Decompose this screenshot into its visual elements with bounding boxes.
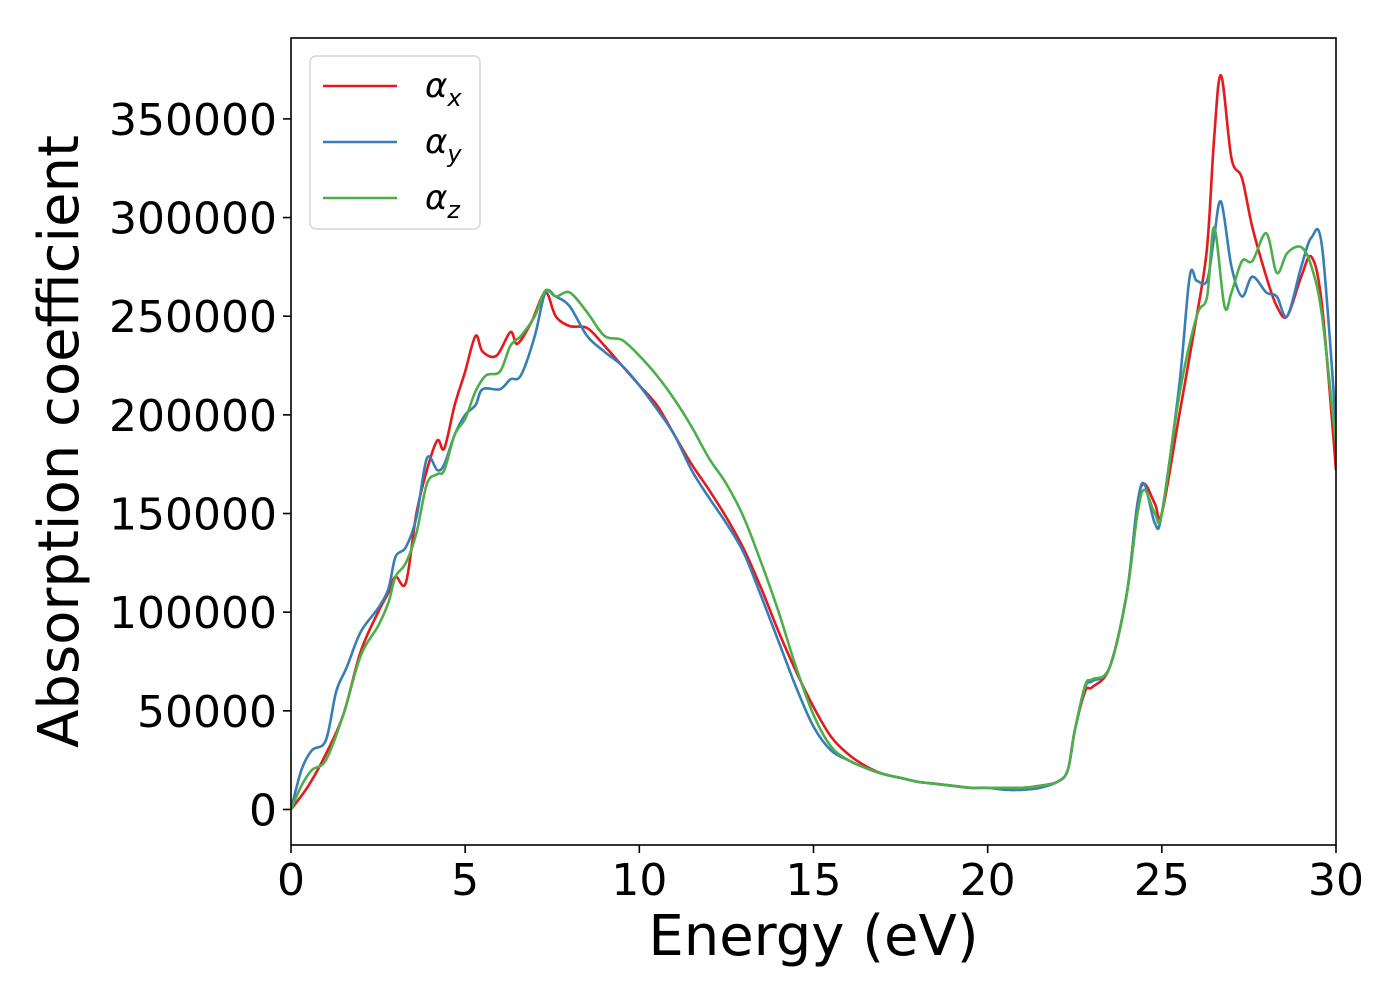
legend-label-y: αy: [425, 122, 462, 168]
y-tick-label: 250000: [109, 292, 277, 343]
x-tick-label: 10: [611, 855, 667, 906]
y-tick-label: 0: [249, 785, 277, 836]
y-tick-label: 100000: [109, 588, 277, 639]
x-axis-title: Energy (eV): [648, 904, 978, 969]
x-tick-label: 30: [1308, 855, 1364, 906]
y-tick-label: 350000: [109, 95, 277, 146]
series-layer: [291, 74, 1336, 811]
x-tick-label: 5: [451, 855, 479, 906]
legend: αx αy αz: [309, 55, 481, 230]
x-tick-label: 20: [960, 855, 1016, 906]
series-line-y: [291, 200, 1336, 810]
x-tick-label: 0: [277, 855, 305, 906]
series-line-x: [291, 74, 1336, 811]
y-axis-title: Absorption coefficient: [27, 135, 92, 748]
y-tick-label: 300000: [109, 194, 277, 245]
series-line-z: [291, 226, 1336, 811]
x-tick-label: 25: [1134, 855, 1190, 906]
legend-label-x: αx: [425, 66, 462, 112]
y-tick-label: 200000: [109, 391, 277, 442]
legend-label-z: αz: [425, 178, 461, 224]
y-tick-label: 150000: [109, 490, 277, 541]
ticks-layer: 0 5 10 15 20 25 30 0 50000 100000 150000 200000 2500…: [109, 95, 1364, 906]
y-tick-label: 50000: [137, 687, 277, 738]
x-tick-label: 15: [786, 855, 842, 906]
